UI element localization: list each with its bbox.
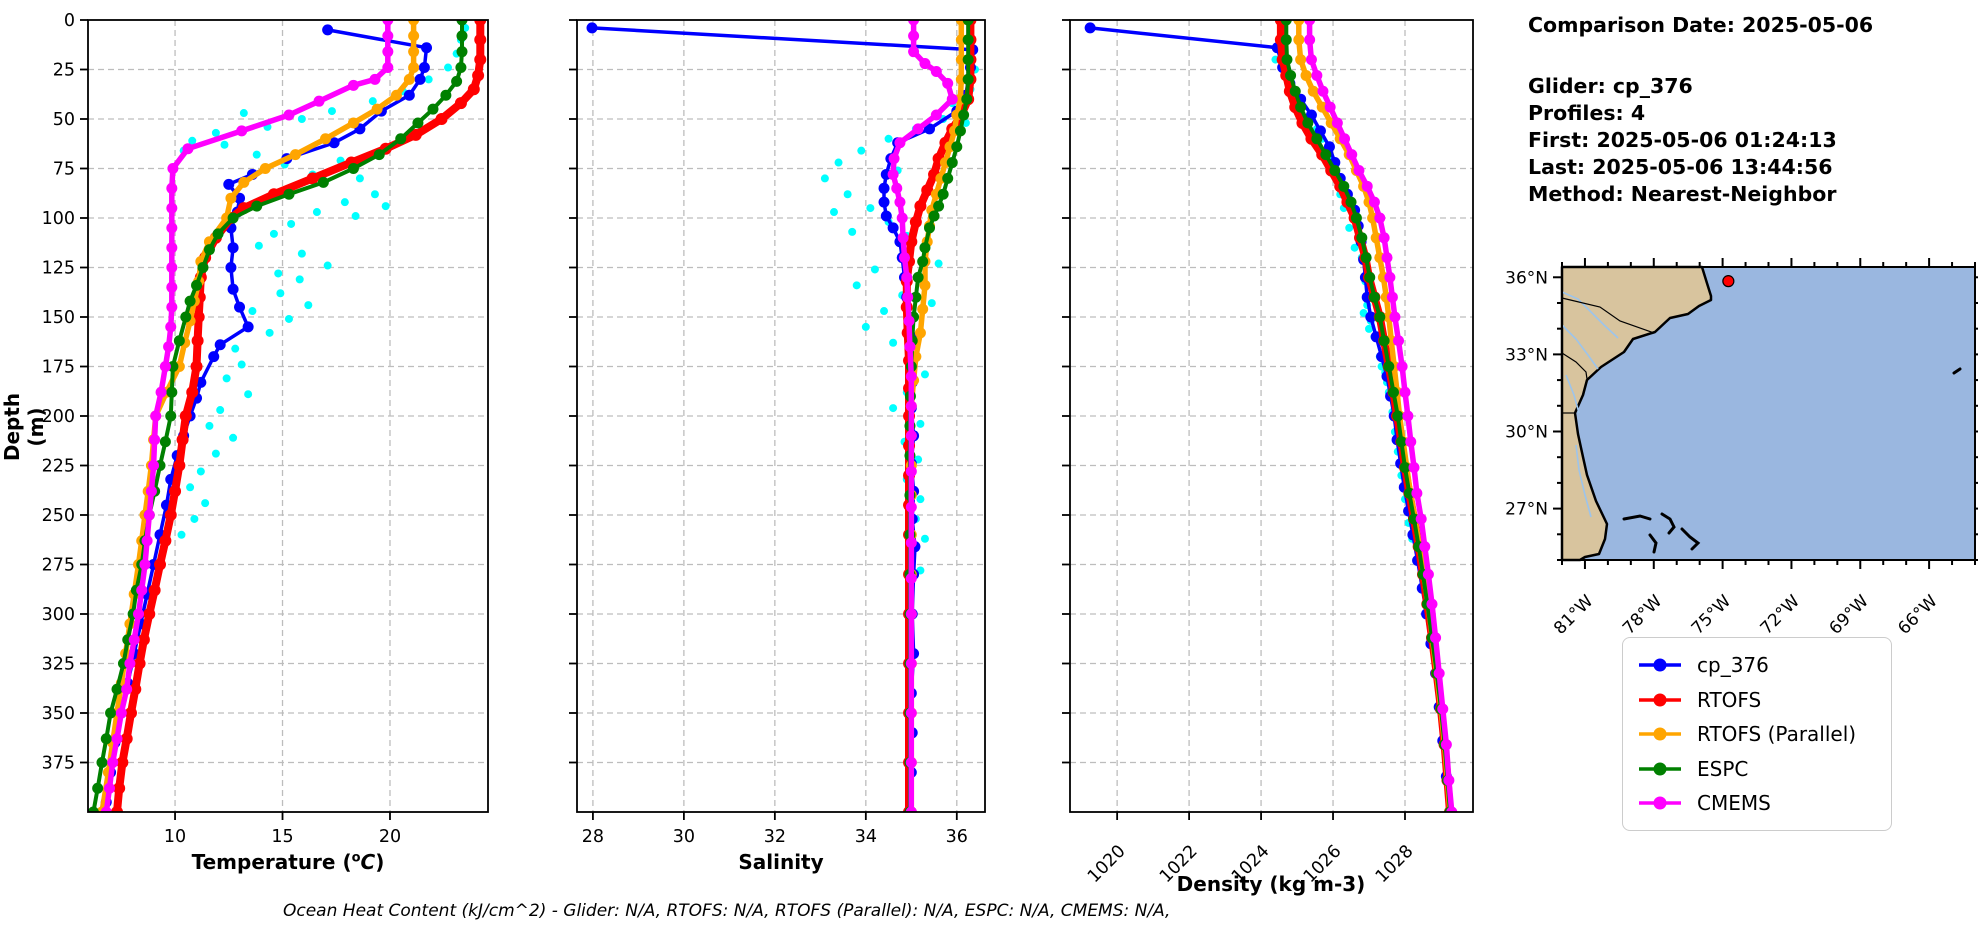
subplot-0: 10 15 200255075100125150175200225250275300… <box>42 11 489 847</box>
profiles-count-text: Profiles: 4 <box>1528 101 1646 125</box>
glider-position-dot <box>1722 275 1735 288</box>
svg-text:36: 36 <box>946 827 968 847</box>
svg-text:350: 350 <box>42 704 75 724</box>
salinity-axis-label: Salinity <box>738 850 824 874</box>
density-axis-label: Density (kg m-3) <box>1176 872 1366 896</box>
legend-line-sample <box>1639 658 1681 672</box>
svg-text:34: 34 <box>855 827 877 847</box>
comparison-date-text: Comparison Date: 2025-05-06 <box>1528 13 1874 37</box>
svg-text:72°W: 72°W <box>1757 591 1804 633</box>
svg-text:75°W: 75°W <box>1688 591 1735 633</box>
svg-text:33°N: 33°N <box>1505 345 1548 365</box>
legend-item-cmems: CMEMS <box>1637 786 1877 821</box>
glider-name-text: Glider: cp_376 <box>1528 74 1693 98</box>
legend: cp_376 RTOFS RTOFS (Parallel) ESPC CMEMS <box>1622 637 1892 831</box>
legend-line-sample <box>1639 693 1681 707</box>
svg-text:69°W: 69°W <box>1825 591 1872 633</box>
svg-text:75: 75 <box>53 160 75 180</box>
svg-text:15: 15 <box>271 827 293 847</box>
svg-text:50: 50 <box>53 110 75 130</box>
svg-text:36°N: 36°N <box>1505 268 1548 288</box>
svg-text:200: 200 <box>42 407 75 427</box>
svg-text:78°W: 78°W <box>1619 591 1666 633</box>
svg-text:30°N: 30°N <box>1505 422 1548 442</box>
svg-text:28: 28 <box>582 827 604 847</box>
svg-text:225: 225 <box>42 457 75 477</box>
legend-item-espc: ESPC <box>1637 752 1877 787</box>
location-map: 27°N 30°N 33°N 36°N 81°W 78°W 75°W 72°W 69°W 66°W <box>1505 258 1978 633</box>
legend-line-sample <box>1639 796 1681 810</box>
temperature-axis-label: Temperature (oC) <box>191 850 385 874</box>
svg-text:300: 300 <box>42 605 75 625</box>
last-profile-text: Last: 2025-05-06 13:44:56 <box>1528 155 1833 179</box>
svg-text:275: 275 <box>42 556 75 576</box>
subplot-1: 28 30 32 34 36 <box>569 19 986 847</box>
svg-text:250: 250 <box>42 506 75 526</box>
legend-line-sample <box>1639 727 1681 741</box>
svg-text:30: 30 <box>673 827 695 847</box>
depth-axis-label: Depth (m) <box>0 392 48 462</box>
subplot-2: 1020 1022 1024 1026 1028 <box>1062 19 1474 887</box>
first-profile-text: First: 2025-05-06 01:24:13 <box>1528 128 1837 152</box>
svg-text:66°W: 66°W <box>1894 591 1941 633</box>
legend-item-rtofs-parallel: RTOFS (Parallel) <box>1637 717 1877 752</box>
svg-text:325: 325 <box>42 655 75 675</box>
legend-line-sample <box>1639 762 1681 776</box>
svg-text:175: 175 <box>42 358 75 378</box>
svg-text:10: 10 <box>164 827 186 847</box>
legend-item-rtofs: RTOFS <box>1637 683 1877 718</box>
svg-text:27°N: 27°N <box>1505 500 1548 520</box>
svg-text:25: 25 <box>53 61 75 81</box>
svg-text:375: 375 <box>42 754 75 774</box>
svg-text:81°W: 81°W <box>1550 591 1597 633</box>
ocean-heat-content-annotation: Ocean Heat Content (kJ/cm^2) - Glider: N… <box>283 901 1171 921</box>
svg-text:0: 0 <box>64 11 75 31</box>
svg-text:100: 100 <box>42 209 75 229</box>
svg-text:32: 32 <box>764 827 786 847</box>
method-text: Method: Nearest-Neighbor <box>1528 182 1837 206</box>
svg-text:150: 150 <box>42 308 75 328</box>
svg-text:20: 20 <box>379 827 401 847</box>
svg-text:125: 125 <box>42 259 75 279</box>
legend-item-cp376: cp_376 <box>1637 648 1877 683</box>
